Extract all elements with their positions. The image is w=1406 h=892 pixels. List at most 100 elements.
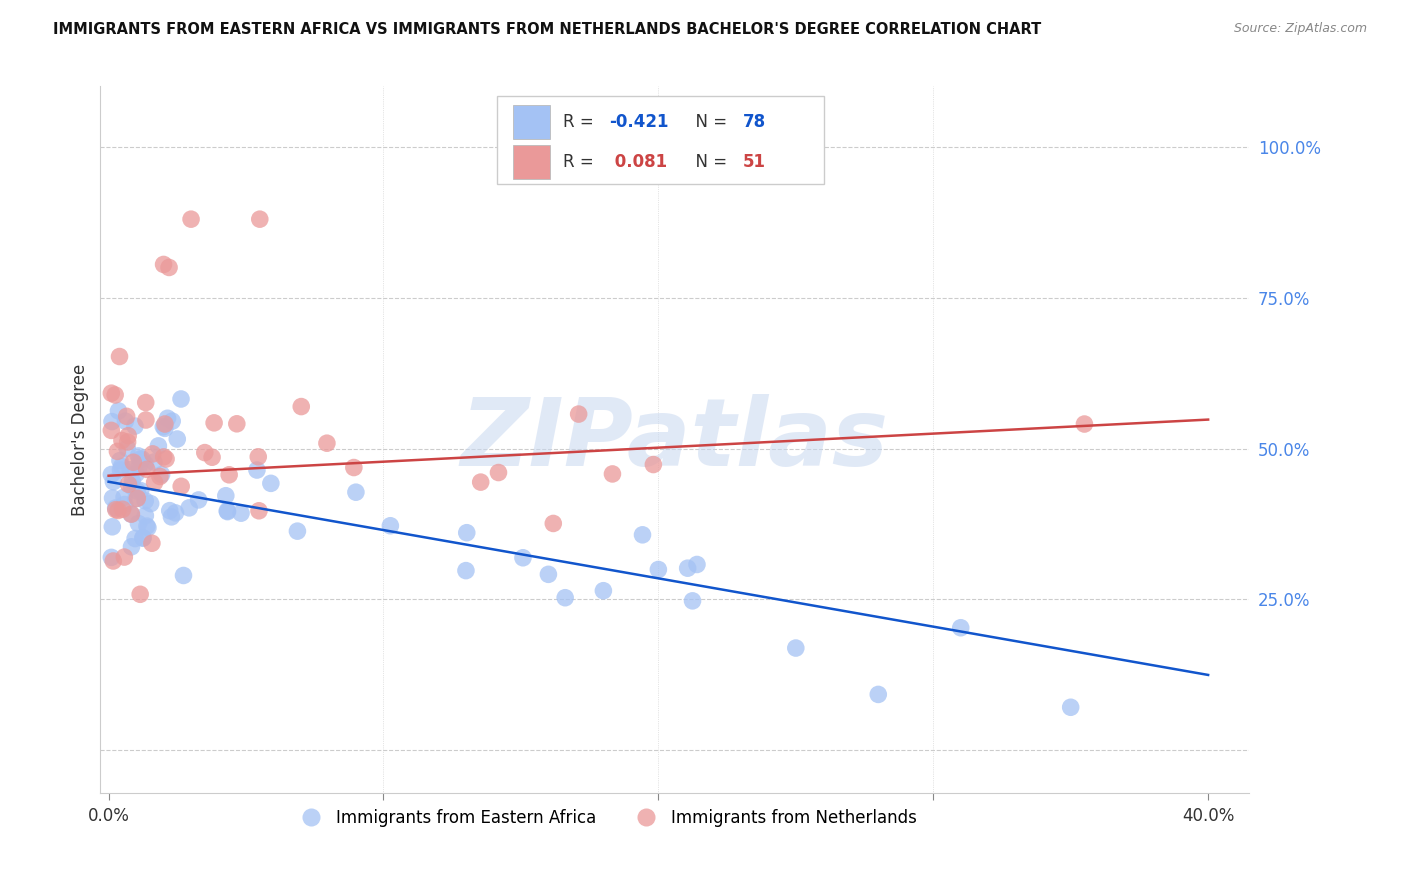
Point <box>108 453 131 467</box>
Point <box>949 621 972 635</box>
Point <box>128 452 150 467</box>
Point <box>101 520 124 534</box>
Point <box>247 504 270 518</box>
Point <box>156 411 179 425</box>
Point <box>120 463 142 477</box>
Point <box>170 479 193 493</box>
Point <box>454 564 477 578</box>
Point <box>129 587 152 601</box>
Point <box>1060 700 1083 714</box>
Point <box>121 479 143 493</box>
Point <box>129 483 152 498</box>
Point <box>153 417 176 431</box>
Point <box>135 462 157 476</box>
Point <box>456 525 478 540</box>
Point <box>125 467 148 481</box>
Point <box>149 469 172 483</box>
Point <box>104 388 127 402</box>
Point <box>201 450 224 465</box>
Point <box>134 457 156 471</box>
Point <box>488 466 510 480</box>
Point <box>537 567 560 582</box>
Point <box>290 400 312 414</box>
Point <box>107 404 129 418</box>
Point <box>122 455 145 469</box>
Point <box>142 447 165 461</box>
Y-axis label: Bachelor's Degree: Bachelor's Degree <box>72 363 89 516</box>
Point <box>110 463 132 477</box>
FancyBboxPatch shape <box>513 105 550 139</box>
Point <box>132 531 155 545</box>
Text: 0.081: 0.081 <box>609 153 668 170</box>
Text: 78: 78 <box>742 113 766 131</box>
Point <box>117 429 139 443</box>
Point <box>202 416 225 430</box>
Point <box>112 550 135 565</box>
Point <box>643 458 665 472</box>
Point <box>100 550 122 565</box>
Point <box>187 492 209 507</box>
Point <box>135 395 157 409</box>
Point <box>512 550 534 565</box>
Point <box>127 491 149 506</box>
Point <box>120 507 142 521</box>
Text: IMMIGRANTS FROM EASTERN AFRICA VS IMMIGRANTS FROM NETHERLANDS BACHELOR'S DEGREE : IMMIGRANTS FROM EASTERN AFRICA VS IMMIGR… <box>53 22 1042 37</box>
Legend: Immigrants from Eastern Africa, Immigrants from Netherlands: Immigrants from Eastern Africa, Immigran… <box>288 803 924 834</box>
Point <box>101 415 124 429</box>
Point <box>100 386 122 401</box>
Point <box>380 518 402 533</box>
Point <box>115 409 138 424</box>
Text: N =: N = <box>685 153 733 170</box>
Point <box>120 507 142 521</box>
Point <box>121 540 143 554</box>
Point <box>125 491 148 506</box>
Point <box>104 500 127 515</box>
FancyBboxPatch shape <box>496 95 824 184</box>
Point <box>127 449 149 463</box>
Point <box>173 568 195 582</box>
Point <box>132 531 155 545</box>
FancyBboxPatch shape <box>513 145 550 178</box>
Point <box>135 413 157 427</box>
Point <box>128 459 150 474</box>
Point <box>135 519 157 533</box>
Point <box>217 505 239 519</box>
Point <box>117 442 139 456</box>
Point <box>110 459 132 474</box>
Point <box>121 475 143 489</box>
Point <box>124 419 146 434</box>
Point <box>160 509 183 524</box>
Point <box>157 260 180 275</box>
Text: R =: R = <box>564 113 599 131</box>
Point <box>247 450 270 464</box>
Point <box>100 467 122 482</box>
Point <box>101 491 124 505</box>
Point <box>344 485 367 500</box>
Point <box>246 463 269 477</box>
Point <box>107 444 129 458</box>
Point <box>127 516 149 531</box>
Point <box>114 498 136 512</box>
Point <box>152 419 174 434</box>
Point <box>141 536 163 550</box>
Text: N =: N = <box>685 113 733 131</box>
Point <box>218 467 240 482</box>
Point <box>249 212 271 227</box>
Point <box>159 503 181 517</box>
Text: Source: ZipAtlas.com: Source: ZipAtlas.com <box>1233 22 1367 36</box>
Point <box>166 432 188 446</box>
Point <box>470 475 492 489</box>
Point <box>117 435 139 450</box>
Point <box>152 450 174 464</box>
Point <box>111 502 134 516</box>
Point <box>143 475 166 490</box>
Point <box>160 414 183 428</box>
Point <box>543 516 565 531</box>
Point <box>112 490 135 504</box>
Point <box>155 452 177 467</box>
Point <box>868 687 890 701</box>
Point <box>676 561 699 575</box>
Point <box>114 414 136 428</box>
Point <box>215 489 238 503</box>
Point <box>103 554 125 568</box>
